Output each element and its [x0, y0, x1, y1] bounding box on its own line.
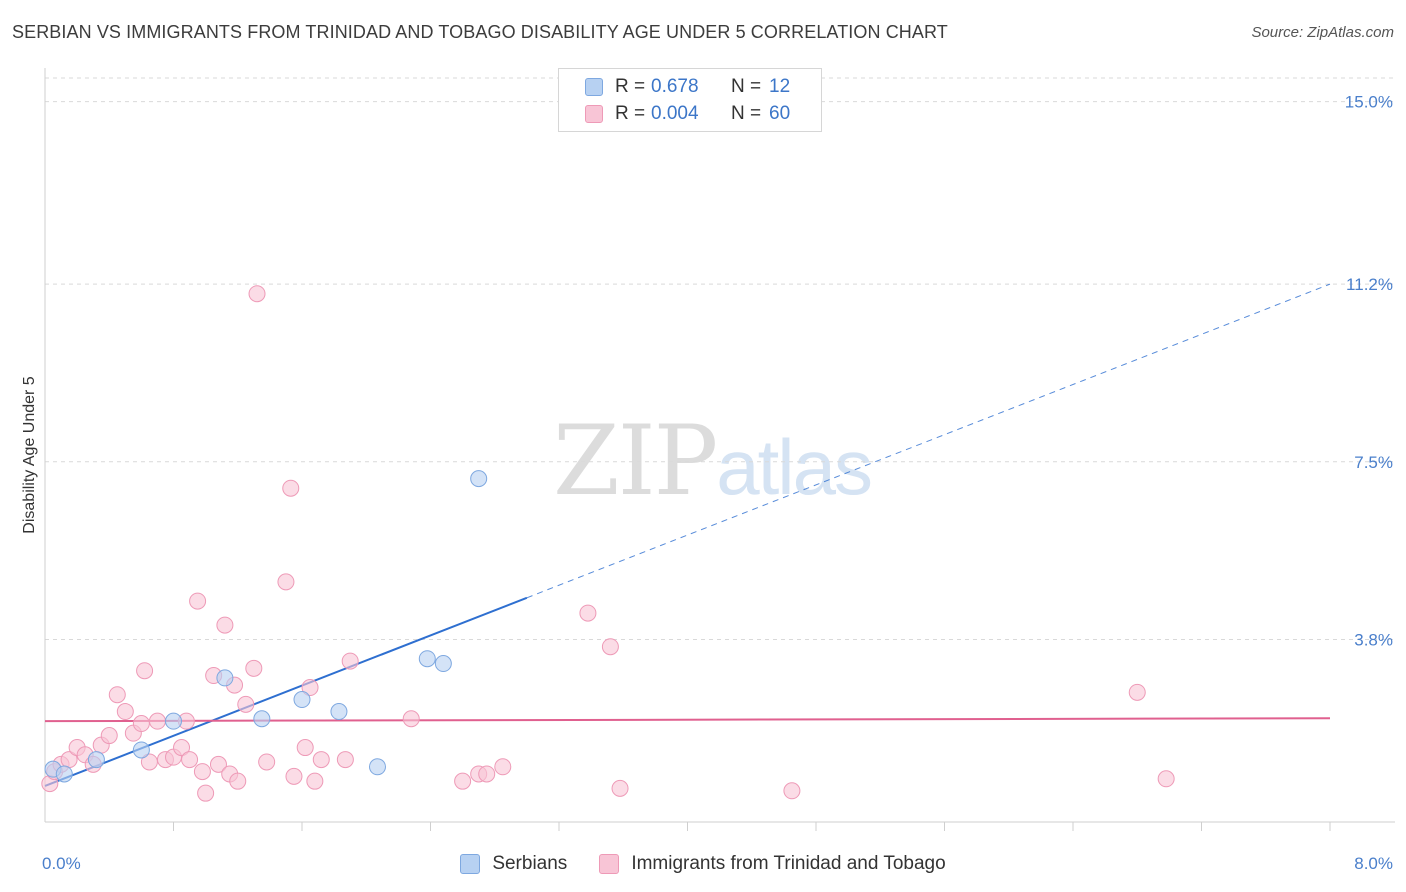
- trinidad-point: [258, 753, 276, 771]
- serbian-point: [132, 741, 150, 759]
- trinidad-point: [248, 285, 266, 303]
- serbian-point: [293, 691, 311, 709]
- source-label: Source: ZipAtlas.com: [1251, 24, 1394, 41]
- chart-title: SERBIAN VS IMMIGRANTS FROM TRINIDAD AND …: [12, 22, 948, 42]
- legend-r-label: R =: [615, 103, 646, 124]
- legend-swatch-serbians: [585, 78, 603, 96]
- legend-r-label: R =: [615, 76, 646, 97]
- y-tick-label: 7.5%: [1354, 453, 1393, 472]
- series-legend-trinidad: Immigrants from Trinidad and Tobago: [599, 853, 946, 875]
- series-label-trinidad: Immigrants from Trinidad and Tobago: [631, 853, 946, 874]
- trinidad-point: [301, 679, 319, 697]
- trinidad-trendline: [44, 717, 1331, 723]
- x-tick-label: 0.0%: [42, 854, 81, 873]
- series-swatch-trinidad: [599, 854, 620, 874]
- serbian-trendline-extension: [526, 283, 1331, 599]
- legend-n-label: N =: [731, 103, 762, 124]
- trinidad-point: [132, 715, 150, 733]
- trinidad-point: [136, 662, 154, 680]
- serbian-trendline: [44, 596, 528, 787]
- x-tick-label: 8.0%: [1354, 854, 1393, 873]
- serbian-point: [330, 703, 348, 721]
- legend-n-label: N =: [731, 76, 762, 97]
- data-points: [41, 285, 1175, 802]
- serbian-point: [434, 655, 452, 673]
- grid-lines: [45, 77, 1395, 641]
- legend-row-serbians: R = 0.678 N = 12: [585, 74, 790, 100]
- serbian-point: [87, 751, 105, 769]
- trinidad-point: [173, 739, 191, 757]
- correlation-legend: R = 0.678 N = 12 R = 0.004 N = 60: [558, 68, 822, 132]
- y-axis-label: Disability Age Under 5: [21, 376, 38, 534]
- trinidad-point: [1128, 683, 1146, 701]
- trinidad-point: [494, 758, 512, 776]
- trinidad-point: [237, 695, 255, 713]
- trinidad-point: [100, 727, 118, 745]
- trinidad-point: [189, 592, 207, 610]
- serbian-point: [470, 470, 488, 488]
- legend-n-value: 12: [769, 76, 791, 97]
- trinidad-point: [783, 782, 801, 800]
- serbian-point: [418, 650, 436, 668]
- trinidad-point: [306, 772, 324, 790]
- trinidad-point: [454, 772, 472, 790]
- watermark: ZIPatlas: [553, 405, 873, 517]
- watermark-atlas: atlas: [716, 423, 873, 511]
- y-tick-label: 11.2%: [1346, 275, 1393, 294]
- trinidad-point: [181, 751, 199, 769]
- legend-row-trinidad: R = 0.004 N = 60: [585, 101, 790, 127]
- serbian-point: [165, 712, 182, 730]
- trinidad-point: [402, 710, 420, 728]
- trinidad-point: [285, 767, 303, 785]
- trinidad-point: [1157, 770, 1175, 788]
- trinidad-point: [296, 739, 314, 757]
- trinidad-point: [209, 755, 227, 773]
- trinidad-point: [116, 703, 134, 721]
- serbian-point: [253, 710, 271, 728]
- trinidad-point: [601, 638, 619, 656]
- trinidad-point: [229, 772, 247, 790]
- trinidad-point: [341, 652, 359, 670]
- trinidad-point: [611, 779, 629, 797]
- serbian-point: [55, 765, 73, 783]
- trinidad-point: [282, 479, 300, 497]
- series-legend: Serbians Immigrants from Trinidad and To…: [0, 852, 1406, 876]
- y-tick-label: 15.0%: [1345, 93, 1393, 112]
- trinidad-point: [336, 751, 354, 769]
- series-legend-serbians: Serbians: [460, 853, 567, 875]
- trinidad-point: [193, 763, 211, 781]
- legend-r-value: 0.004: [651, 103, 699, 124]
- serbian-point: [216, 669, 234, 687]
- tick-labels: 3.8% 7.5% 11.2% 15.0% 0.0% 8.0%: [42, 93, 1393, 873]
- watermark-zip: ZIP: [553, 405, 718, 517]
- trinidad-point: [148, 712, 166, 730]
- y-tick-label: 3.8%: [1354, 631, 1393, 650]
- series-label-serbians: Serbians: [492, 853, 568, 874]
- legend-swatch-trinidad: [585, 105, 603, 123]
- trinidad-point: [478, 765, 496, 783]
- legend-n-value: 60: [769, 103, 791, 124]
- trendlines: [44, 283, 1331, 787]
- serbian-point: [368, 758, 386, 776]
- trinidad-point: [216, 616, 234, 634]
- trinidad-point: [277, 573, 295, 591]
- trinidad-point: [312, 751, 330, 769]
- trinidad-point: [197, 784, 215, 802]
- legend-r-value: 0.678: [651, 76, 699, 97]
- trinidad-point: [245, 659, 263, 677]
- axes: [44, 68, 1395, 831]
- trinidad-point: [108, 686, 126, 704]
- trinidad-point: [579, 604, 597, 622]
- series-swatch-serbians: [460, 854, 481, 874]
